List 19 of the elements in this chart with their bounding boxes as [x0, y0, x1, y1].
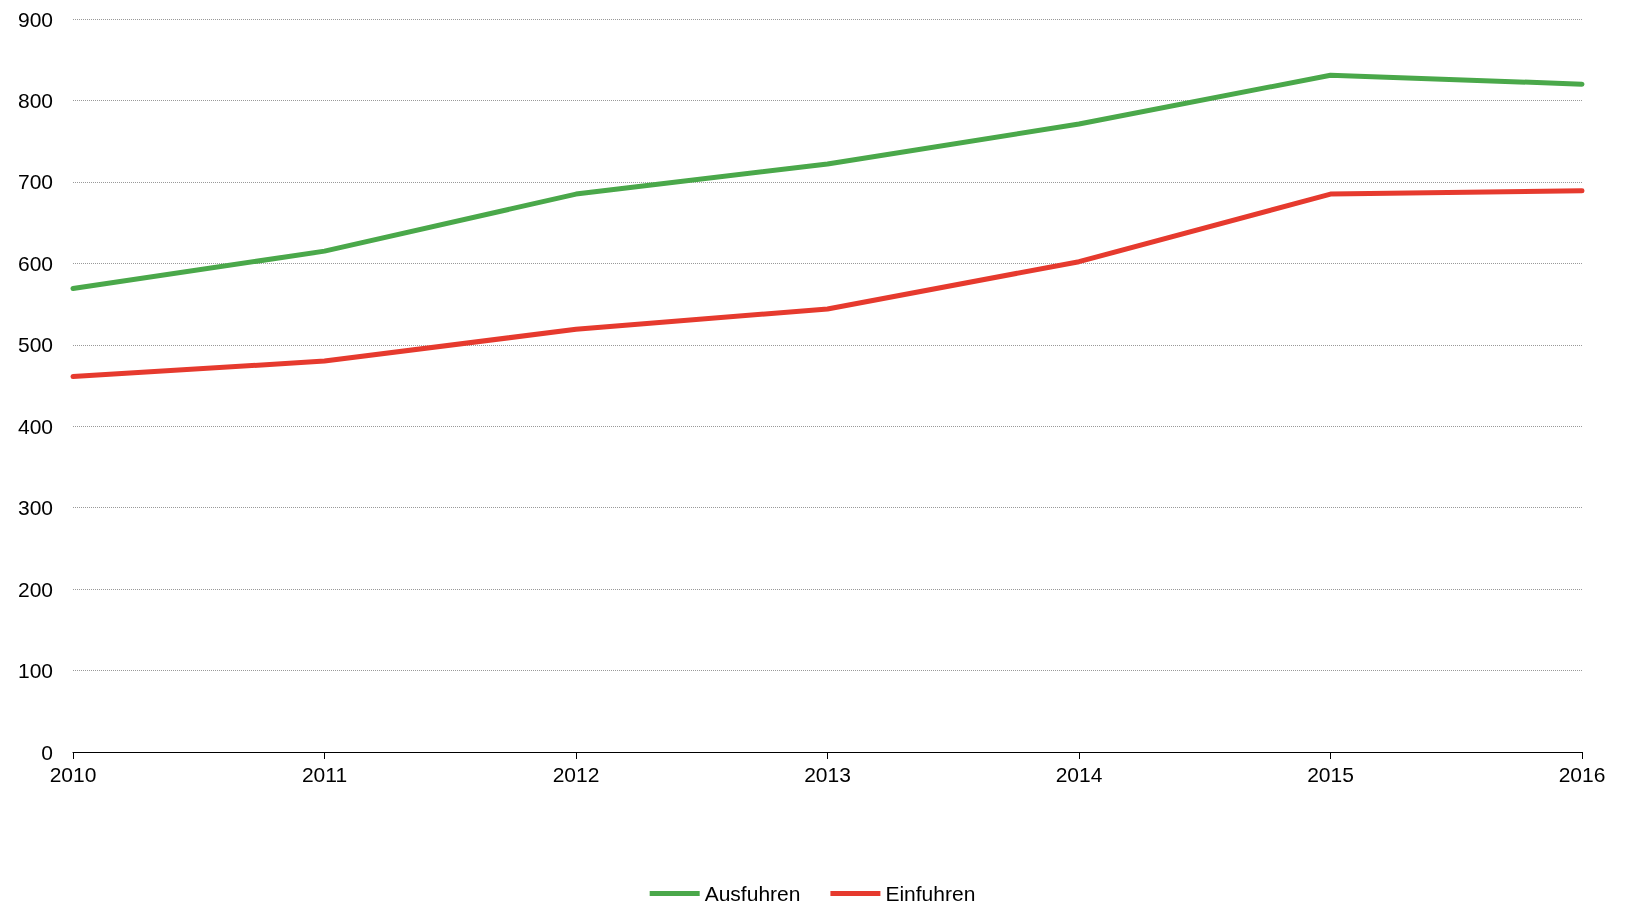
x-tick-label: 2011: [301, 763, 348, 786]
x-tick-label: 2012: [552, 763, 600, 786]
legend-label: Einfuhren: [885, 882, 976, 905]
y-tick-label: 500: [17, 333, 53, 357]
x-tick-label: 2014: [1055, 763, 1103, 786]
y-tick-label: 400: [17, 414, 53, 438]
legend-label: Ausfuhren: [704, 882, 801, 905]
y-tick-label: 200: [17, 577, 53, 601]
x-tick-label: 2013: [804, 763, 851, 786]
x-tick-label: 2016: [1558, 763, 1606, 786]
y-tick-label: 700: [17, 170, 53, 194]
y-tick-label: 600: [17, 251, 53, 275]
y-tick-label: 800: [17, 88, 53, 112]
x-tick-label: 2010: [49, 763, 97, 786]
y-tick-label: 300: [17, 496, 53, 520]
y-tick-label: 900: [17, 7, 53, 31]
y-tick-label: 100: [17, 659, 53, 683]
y-tick-label: 0: [41, 740, 53, 764]
x-tick-label: 2015: [1307, 763, 1354, 786]
